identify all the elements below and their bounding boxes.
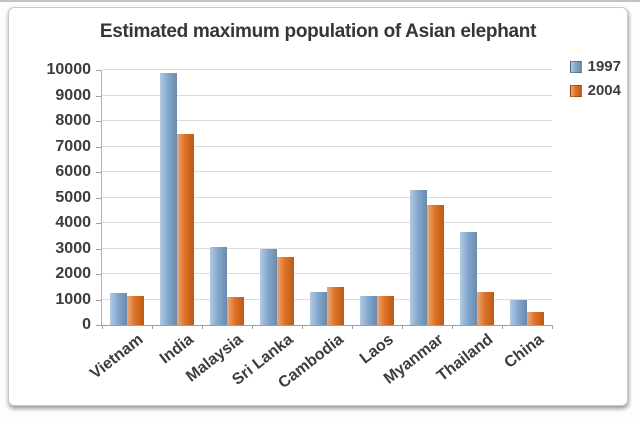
bar-1997-thailand (460, 231, 477, 325)
x-axis-label-text: Laos (356, 331, 397, 368)
y-tick-1000 (96, 299, 101, 301)
legend-item-2004: 2004 (569, 82, 621, 99)
y-axis-label-4000: 4000 (55, 214, 91, 231)
bar-2004-myanmar (427, 205, 444, 325)
bar-1997-china (510, 299, 527, 325)
bar-2004-laos (377, 295, 394, 325)
x-tick-0 (101, 325, 103, 329)
legend-label-2004: 2004 (587, 82, 621, 99)
y-tick-7000 (96, 146, 101, 148)
y-axis-label-9000: 9000 (55, 86, 91, 104)
y-tick-8000 (96, 121, 101, 122)
bar-2004-malaysia (227, 296, 244, 325)
x-tick-3 (251, 325, 253, 329)
x-axis-label-text: Vietnam (87, 331, 147, 383)
legend-label-1997: 1997 (587, 58, 621, 75)
bar-2004-india (177, 133, 194, 325)
bar-1997-laos (360, 295, 377, 325)
chart-card: Estimated maximum population of Asian el… (8, 7, 628, 406)
bar-2004-sri-lanka (277, 257, 294, 325)
bar-2004-thailand (477, 291, 494, 325)
plot-area (101, 69, 553, 329)
y-tick-10000 (96, 70, 101, 71)
legend-item-1997: 1997 (569, 58, 621, 75)
y-axis-label-0: 0 (82, 316, 91, 333)
bar-2004-vietnam (127, 295, 144, 325)
gridline-8000 (102, 120, 552, 121)
x-tick-4 (301, 325, 303, 329)
bar-1997-myanmar (410, 189, 427, 325)
x-tick-8 (501, 325, 503, 329)
legend: 1997 2004 (569, 58, 621, 106)
y-axis-label-6000: 6000 (55, 163, 91, 180)
chart-title: Estimated maximum population of Asian el… (99, 21, 537, 42)
y-axis-label-2000: 2000 (55, 265, 91, 282)
y-axis-label-1000: 1000 (55, 290, 91, 308)
x-tick-1 (151, 325, 153, 329)
x-tick-6 (401, 325, 403, 329)
y-tick-4000 (96, 223, 101, 224)
gridline-9000 (102, 94, 552, 96)
x-tick-9 (551, 325, 553, 329)
bar-1997-malaysia (210, 247, 227, 325)
gridline-7000 (102, 145, 552, 147)
y-axis-label-5000: 5000 (55, 188, 91, 206)
legend-swatch-2004 (569, 84, 582, 97)
bar-2004-china (527, 312, 544, 325)
y-axis-label-8000: 8000 (55, 112, 91, 129)
y-tick-3000 (96, 248, 101, 250)
x-axis-label-text: Thailand (434, 331, 497, 385)
gridline-4000 (102, 222, 552, 223)
gridline-5000 (102, 196, 552, 198)
y-tick-0 (96, 325, 101, 326)
bar-1997-sri-lanka (260, 248, 277, 325)
bar-1997-vietnam (110, 293, 127, 325)
y-axis-label-10000: 10000 (46, 61, 92, 78)
x-axis-label-text: China (500, 331, 547, 372)
y-axis-label-7000: 7000 (55, 137, 91, 155)
gridline-3000 (102, 247, 552, 249)
bar-1997-india (160, 72, 177, 325)
gridline-2000 (102, 273, 552, 274)
x-axis-label-text: India (156, 331, 197, 368)
gridline-6000 (102, 171, 552, 172)
x-tick-2 (201, 325, 203, 329)
y-tick-6000 (96, 172, 101, 173)
y-axis-label-3000: 3000 (55, 239, 91, 257)
y-tick-9000 (96, 95, 101, 97)
bar-2004-cambodia (327, 286, 344, 325)
x-tick-7 (451, 325, 453, 329)
y-tick-2000 (96, 274, 101, 275)
x-tick-5 (351, 325, 353, 329)
y-tick-5000 (96, 197, 101, 199)
gridline-10000 (102, 69, 552, 70)
bar-1997-cambodia (310, 291, 327, 325)
legend-swatch-1997 (569, 60, 582, 73)
